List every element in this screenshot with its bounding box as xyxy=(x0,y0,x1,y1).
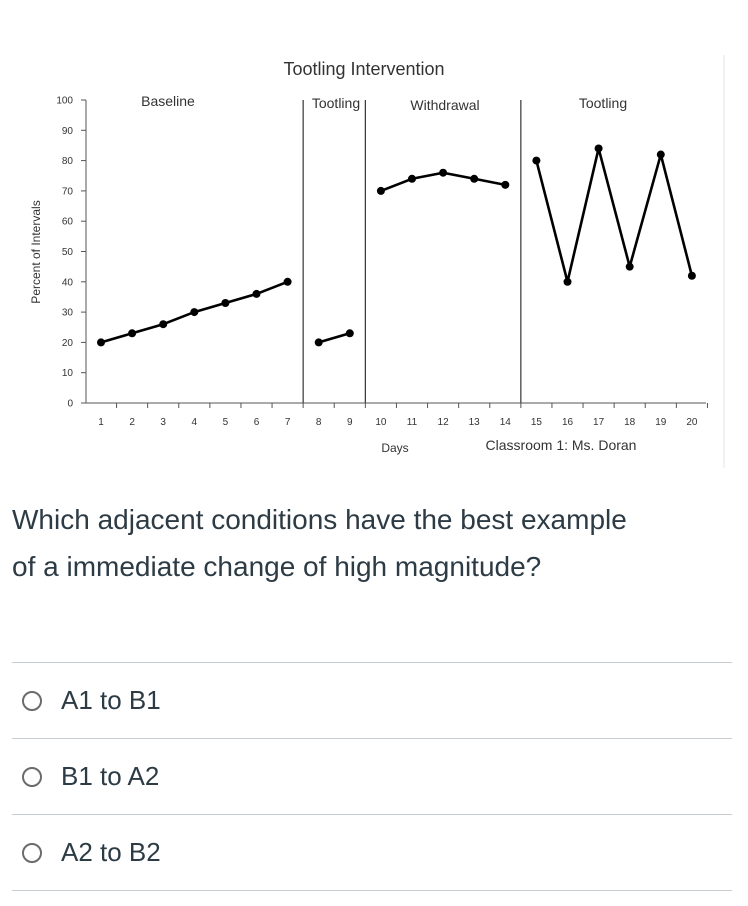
y-tick-label: 80 xyxy=(62,156,74,167)
data-point xyxy=(159,320,168,329)
data-point xyxy=(439,168,448,177)
data-point xyxy=(190,308,199,317)
data-point xyxy=(501,180,510,189)
phase-series-line xyxy=(318,332,351,344)
data-point xyxy=(687,271,696,280)
answer-option-b1-a2[interactable]: B1 to A2 xyxy=(12,738,732,814)
phase-series-line xyxy=(535,147,694,284)
x-tick-label: 6 xyxy=(254,417,260,428)
data-point xyxy=(656,150,665,159)
data-point xyxy=(376,186,385,195)
question-line-2: of a immediate change of high magnitude? xyxy=(12,551,542,582)
question-text: Which adjacent conditions have the best … xyxy=(12,496,732,590)
phase-change-lines xyxy=(302,100,522,403)
x-tick-label: 4 xyxy=(192,417,198,428)
data-point xyxy=(532,156,541,165)
y-tick-label: 50 xyxy=(62,247,74,258)
y-tick-label: 70 xyxy=(62,186,74,197)
data-point xyxy=(283,277,292,286)
x-tick-label: 8 xyxy=(316,417,322,428)
y-tick-label: 20 xyxy=(62,338,74,349)
chart-series xyxy=(97,144,696,347)
single-case-chart: 0 10 20 30 40 50 60 70 80 90 100 1 2 3 4 5 6 7 8 9 10 11 12 13 1… xyxy=(29,55,725,468)
data-point xyxy=(97,338,105,347)
data-point xyxy=(408,174,416,183)
y-tick-label: 10 xyxy=(62,368,74,379)
answer-label: A1 to B1 xyxy=(61,685,161,715)
y-tick-label: 100 xyxy=(56,96,73,107)
y-tick-label: 0 xyxy=(67,399,73,410)
data-point xyxy=(128,329,137,338)
question-line-1: Which adjacent conditions have the best … xyxy=(12,504,627,535)
x-tick-label: 17 xyxy=(593,417,605,428)
x-axis-title: Days xyxy=(381,441,408,455)
radio-button-icon[interactable] xyxy=(22,766,42,787)
radio-button-icon[interactable] xyxy=(22,842,42,863)
y-tick-label: 40 xyxy=(62,277,74,288)
y-axis-title: Percent of Intervals xyxy=(29,200,43,303)
answer-label: A2 to B2 xyxy=(61,837,161,867)
answer-label: B1 to A2 xyxy=(61,761,160,791)
data-point xyxy=(625,262,634,271)
answer-option-a1-b1[interactable]: A1 to B1 xyxy=(12,662,732,738)
x-tick-label: 19 xyxy=(655,417,667,428)
phase-label: Tootling xyxy=(312,95,360,111)
x-tick-label: 11 xyxy=(407,417,418,428)
y-tick-label: 60 xyxy=(62,217,74,228)
x-tick-label: 14 xyxy=(500,417,512,428)
x-tick-label: 18 xyxy=(624,417,636,428)
data-point xyxy=(252,289,261,298)
x-tick-label: 2 xyxy=(129,417,135,428)
data-point xyxy=(594,144,603,153)
y-tick-label: 30 xyxy=(62,308,74,319)
radio-button-icon[interactable] xyxy=(22,690,42,711)
answer-list: A1 to B1 B1 to A2 A2 to B2 xyxy=(12,662,732,891)
chart-title: Tootling Intervention xyxy=(283,59,444,79)
phase-label: Withdrawal xyxy=(410,97,479,113)
data-point xyxy=(345,329,354,338)
x-tick-label: 1 xyxy=(98,417,104,428)
chart-caption: Classroom 1: Ms. Doran xyxy=(486,437,637,453)
x-tick-label: 10 xyxy=(375,417,387,428)
data-point xyxy=(314,338,323,347)
phase-label: Tootling xyxy=(579,95,627,111)
x-tick-label: 16 xyxy=(562,417,574,428)
x-tick-label: 15 xyxy=(531,417,543,428)
x-tick-label: 9 xyxy=(347,417,353,428)
x-tick-label: 13 xyxy=(469,417,481,428)
data-point xyxy=(470,174,479,183)
x-tick-label: 5 xyxy=(223,417,229,428)
x-tick-label: 3 xyxy=(160,417,166,428)
x-tick-label: 20 xyxy=(686,417,698,428)
y-tick-label: 90 xyxy=(62,126,74,137)
x-tick-label: 7 xyxy=(285,417,291,428)
data-point xyxy=(563,277,572,286)
data-point xyxy=(221,299,230,308)
x-tick-label: 12 xyxy=(438,417,450,428)
answer-option-a2-b2[interactable]: A2 to B2 xyxy=(12,814,732,891)
chart-labels: Tootling Intervention Baseline Tootling Wit… xyxy=(29,59,636,455)
phase-label: Baseline xyxy=(141,93,195,109)
